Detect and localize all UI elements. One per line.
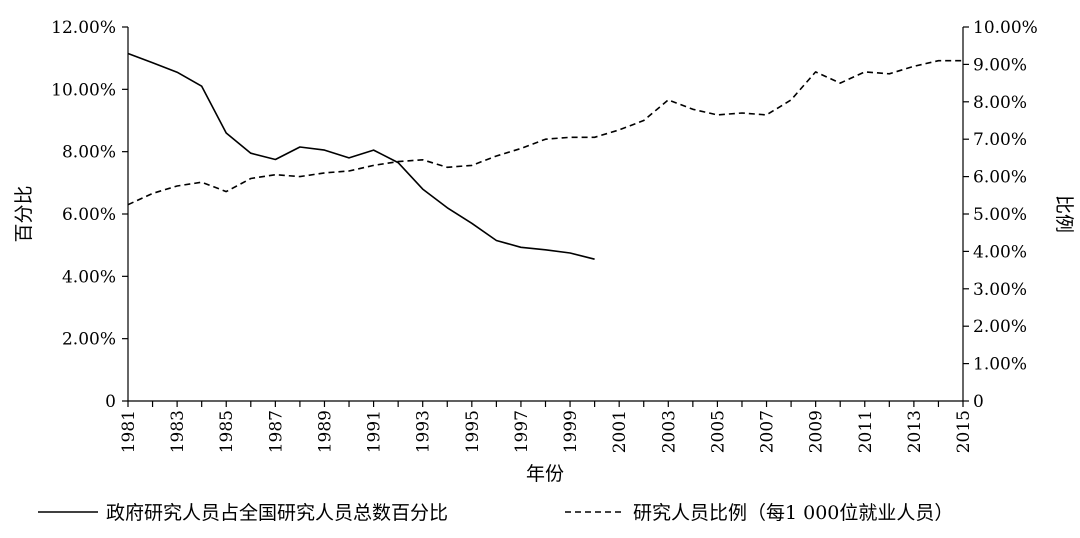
x-tick-label: 2005: [708, 410, 728, 453]
left-y-tick-label: 8.00%: [62, 143, 116, 163]
x-tick-label: 2009: [807, 410, 827, 453]
right-y-ticks: 0 1.00% 2.00% 3.00% 4.00% 5.00% 6.00% 7.00% 8.00…: [963, 18, 1038, 412]
x-tick-label: 2003: [659, 410, 679, 453]
legend-label-government-share: 政府研究人员占全国研究人员总数百分比: [106, 502, 448, 524]
x-tick-label: 1989: [315, 410, 335, 453]
left-y-tick-label: 0: [105, 392, 116, 412]
left-y-tick-label: 6.00%: [62, 205, 116, 225]
x-tick-label: 1991: [365, 410, 385, 453]
x-tick-label: 1987: [266, 410, 286, 453]
right-y-tick-label: 4.00%: [973, 242, 1027, 262]
x-tick-label: 1995: [463, 410, 483, 453]
x-tick-label: 1981: [119, 410, 139, 453]
plot-axes: [127, 27, 964, 402]
left-y-axis-title: 百分比: [13, 185, 35, 242]
right-y-tick-label: 6.00%: [973, 168, 1027, 188]
x-ticks: 1981 1983 1985 1987 1989 1991 1993 1995 1997 1999…: [119, 401, 974, 453]
x-tick-label: 1983: [168, 410, 188, 453]
x-tick-label: 1997: [512, 410, 532, 453]
x-tick-label: 2013: [905, 410, 925, 453]
left-y-tick-label: 2.00%: [62, 330, 116, 350]
legend-label-researcher-ratio: 研究人员比例（每1 000位就业人员）: [633, 502, 953, 524]
left-y-tick-label: 10.00%: [51, 80, 116, 100]
x-tick-label: 2015: [954, 410, 974, 453]
right-y-tick-label: 2.00%: [973, 317, 1027, 337]
right-y-tick-label: 8.00%: [973, 93, 1027, 113]
x-tick-label: 1993: [414, 410, 434, 453]
series-layer: [127, 52, 963, 260]
series-government-share-line: [127, 52, 595, 260]
left-y-tick-label: 4.00%: [62, 267, 116, 287]
right-y-tick-label: 5.00%: [973, 205, 1027, 225]
x-tick-label: 2007: [758, 410, 778, 453]
legend: 政府研究人员占全国研究人员总数百分比 研究人员比例（每1 000位就业人员）: [38, 502, 953, 524]
right-y-tick-label: 1.00%: [973, 355, 1027, 375]
left-y-ticks: 0 2.00% 4.00% 6.00% 8.00% 10.00% 12.00%: [51, 18, 128, 412]
x-tick-label: 1985: [217, 410, 237, 453]
left-y-tick-label: 12.00%: [51, 18, 116, 38]
right-y-tick-label: 7.00%: [973, 130, 1027, 150]
x-axis-title: 年份: [526, 463, 564, 485]
x-tick-label: 2011: [856, 410, 876, 453]
right-y-tick-label: 9.00%: [973, 55, 1027, 75]
right-y-tick-label: 10.00%: [973, 18, 1038, 38]
x-tick-label: 2001: [610, 410, 630, 453]
x-tick-label: 1999: [561, 410, 581, 453]
series-researcher-ratio-line: [127, 59, 963, 206]
right-y-axis-title: 比例: [1053, 195, 1075, 233]
right-y-tick-label: 0: [973, 392, 984, 412]
right-y-tick-label: 3.00%: [973, 280, 1027, 300]
